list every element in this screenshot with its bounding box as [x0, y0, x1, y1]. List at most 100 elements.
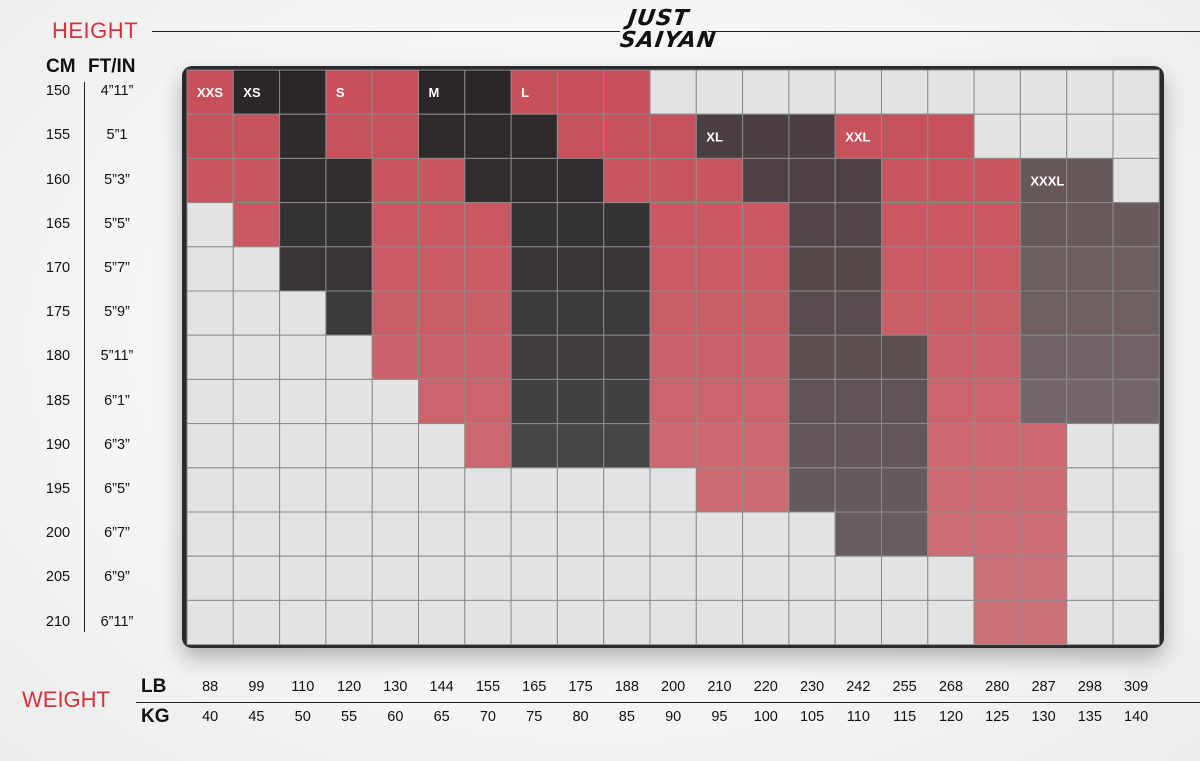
kg-header: KG: [141, 706, 170, 727]
size-cell-xl: [881, 378, 929, 425]
size-cell-l: [742, 467, 790, 513]
size-cell-xs: [279, 202, 327, 248]
size-cell-s: [464, 334, 512, 380]
size-cell-xl: [834, 423, 883, 469]
size-cell-xs: [279, 113, 327, 159]
weight-kg-label: 100: [753, 709, 778, 725]
empty-cell: [325, 334, 373, 380]
empty-cell: [232, 511, 281, 557]
size-cell-m: [418, 113, 466, 159]
empty-cell: [186, 378, 234, 425]
size-cell-l: [649, 113, 697, 159]
size-cell-xxl: [1019, 599, 1068, 646]
weight-kg-label: 135: [1077, 709, 1102, 725]
size-cell-l: [649, 157, 697, 204]
weight-lb-label: 287: [1031, 679, 1056, 695]
empty-cell: [371, 423, 419, 469]
size-cell-l: [603, 69, 651, 115]
size-cell-l: [649, 378, 697, 425]
height-cm-label: 150: [45, 83, 71, 100]
size-cell-s: [464, 378, 512, 425]
weight-lb-label: 88: [202, 679, 219, 695]
size-cell-xxl: [881, 290, 929, 336]
size-cell-xxxl: [1066, 246, 1114, 292]
empty-cell: [186, 290, 234, 336]
size-cell-m: [510, 157, 558, 204]
empty-cell: [186, 467, 234, 513]
size-cell-xxxl: [1112, 202, 1160, 248]
size-cell-xxxl: [1066, 290, 1114, 336]
empty-cell: [695, 599, 744, 646]
size-cell-xl: [742, 157, 790, 204]
size-cell-xxl: [1019, 467, 1068, 513]
empty-cell: [510, 555, 558, 601]
empty-cell: [788, 599, 836, 646]
weight-lb-label: 144: [429, 679, 454, 695]
empty-cell: [186, 555, 234, 601]
size-cell-l: [510, 69, 558, 115]
size-cell-xxl: [1019, 423, 1068, 469]
weight-lb-label: 120: [336, 679, 362, 695]
empty-cell: [1066, 555, 1114, 601]
weight-axis-title: WEIGHT: [22, 687, 110, 712]
empty-cell: [1066, 467, 1114, 513]
size-cell-xs: [279, 69, 327, 115]
size-cell-xxl: [973, 202, 1021, 248]
size-cell-xl: [788, 467, 836, 513]
height-labels-divider: [84, 82, 85, 632]
empty-cell: [1066, 599, 1114, 646]
size-cell-m: [556, 334, 605, 380]
size-cell-l: [742, 202, 790, 248]
height-ftin-label: 5”3”: [104, 171, 130, 188]
weight-lb-label: 268: [938, 679, 964, 695]
size-cell-l: [603, 113, 651, 159]
size-label-xxxl: XXXL: [1030, 174, 1064, 189]
height-cm-label: 185: [45, 392, 71, 409]
empty-cell: [649, 599, 697, 646]
empty-cell: [1019, 69, 1068, 115]
size-cell-xxxl: [1066, 378, 1114, 425]
size-cell-xxxl: [1019, 378, 1068, 425]
size-cell-l: [695, 467, 744, 513]
empty-cell: [418, 467, 466, 513]
size-cell-l: [649, 246, 697, 292]
empty-cell: [695, 69, 744, 115]
size-cell-xxxl: [1112, 290, 1160, 336]
height-ftin-label: 4”11”: [100, 83, 134, 100]
size-cell-l: [695, 423, 744, 469]
empty-cell: [464, 555, 512, 601]
empty-cell: [325, 423, 373, 469]
empty-cell: [556, 467, 605, 513]
size-cell-xxl: [881, 202, 929, 248]
height-cm-label: 180: [45, 348, 71, 365]
empty-cell: [1066, 423, 1114, 469]
weight-labels-divider: [136, 702, 1200, 703]
empty-cell: [742, 599, 790, 646]
empty-cell: [603, 599, 651, 646]
size-cell-xxxl: [1019, 202, 1068, 248]
size-cell-xxl: [927, 113, 975, 159]
empty-cell: [325, 555, 373, 601]
empty-cell: [788, 555, 836, 601]
ftin-header: FT/IN: [88, 56, 136, 77]
empty-cell: [1112, 157, 1160, 204]
weight-lb-label: 242: [846, 679, 871, 695]
weight-kg-label: 85: [618, 709, 635, 725]
size-cell-xxl: [927, 511, 975, 557]
empty-cell: [232, 555, 281, 601]
weight-lb-label: 165: [522, 679, 547, 695]
cm-header: CM: [46, 56, 76, 77]
weight-lb-label: 220: [753, 679, 778, 695]
size-cell-xl: [881, 467, 929, 513]
empty-cell: [1112, 467, 1160, 513]
height-ftin-label: 6”11”: [100, 613, 134, 630]
top-rule-right: [708, 31, 1200, 32]
empty-cell: [742, 555, 790, 601]
height-cm-label: 170: [45, 259, 71, 276]
height-cm-label: 175: [45, 304, 71, 321]
size-label-m: M: [429, 85, 440, 100]
size-cell-s: [464, 423, 512, 469]
weight-kg-label: 60: [387, 709, 404, 725]
size-cell-xs: [232, 69, 281, 115]
size-cell-m: [603, 334, 651, 380]
